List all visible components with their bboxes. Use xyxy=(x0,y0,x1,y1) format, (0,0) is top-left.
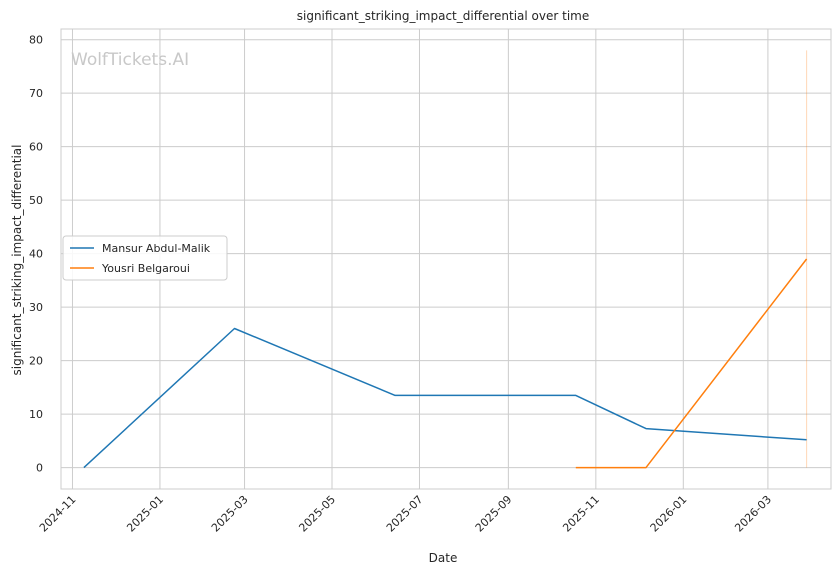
y-tick-label-6: 60 xyxy=(29,141,43,154)
series-line-0 xyxy=(83,327,807,469)
y-tick-label-5: 50 xyxy=(29,194,43,207)
x-tick-label-2: 2025-03 xyxy=(209,493,251,535)
legend-label-0: Mansur Abdul-Malik xyxy=(102,242,211,255)
y-tick-label-0: 0 xyxy=(36,462,43,475)
y-axis-title: significant_striking_impact_differential xyxy=(10,145,24,376)
x-tick-label-1: 2025-01 xyxy=(124,493,166,535)
legend: Mansur Abdul-Malik Yousri Belgaroui xyxy=(62,235,228,281)
x-gridlines xyxy=(71,29,769,489)
chart-title: significant_striking_impact_differential… xyxy=(297,9,589,23)
y-tick-label-2: 20 xyxy=(29,355,43,368)
x-tick-label-6: 2025-11 xyxy=(560,493,602,535)
y-tick-labels: 0 10 20 30 40 50 60 70 80 xyxy=(29,34,43,475)
watermark-text: WolfTickets.AI xyxy=(71,50,189,70)
y-tick-label-4: 40 xyxy=(29,248,43,261)
x-tick-label-4: 2025-07 xyxy=(384,493,426,535)
x-tick-label-3: 2025-05 xyxy=(296,493,338,535)
y-tick-label-1: 10 xyxy=(29,408,43,421)
x-tick-label-5: 2025-09 xyxy=(473,493,515,535)
series-line-1 xyxy=(575,258,808,469)
x-tick-label-7: 2026-01 xyxy=(648,493,690,535)
y-tick-label-7: 70 xyxy=(29,87,43,100)
x-tick-label-8: 2026-03 xyxy=(732,493,774,535)
x-axis-title: Date xyxy=(429,551,458,565)
legend-label-1: Yousri Belgaroui xyxy=(101,262,190,275)
series-lines xyxy=(83,258,808,469)
legend-box xyxy=(62,235,228,281)
x-tick-labels: 2024-11 2025-01 2025-03 2025-05 2025-07 2025-… xyxy=(37,493,774,535)
x-tick-label-0: 2024-11 xyxy=(37,493,79,535)
y-tick-label-3: 30 xyxy=(29,301,43,314)
y-tick-label-8: 80 xyxy=(29,34,43,47)
